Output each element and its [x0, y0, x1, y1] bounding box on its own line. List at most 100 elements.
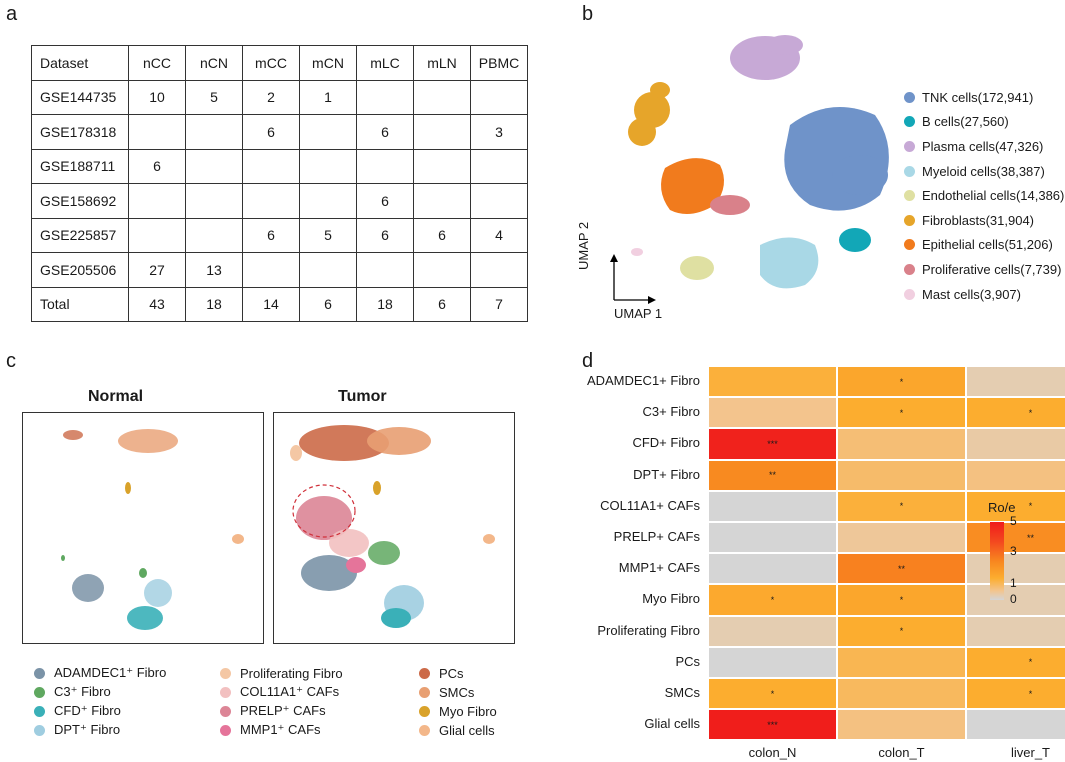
heatmap-cell [966, 709, 1065, 741]
legend-label: Mast cells(3,907) [922, 286, 1021, 302]
table-row: GSE158692 6 [31, 183, 528, 219]
legend-swatch [904, 190, 915, 202]
table-cell [413, 79, 471, 115]
subtype-legend-item: DPT⁺ Fibro [34, 721, 120, 739]
legend-label: Endothelial cells(14,386) [922, 188, 1065, 204]
tumor-highlight-ring [292, 484, 356, 538]
heatmap-cell [966, 366, 1065, 398]
table-cell [356, 79, 414, 115]
heatmap-cell: * [966, 678, 1065, 710]
heatmap-cell [708, 522, 837, 554]
heatmap-cell [708, 615, 837, 647]
table-cell [413, 252, 471, 288]
legend-item: Epithelial cells(51,206) [904, 233, 1064, 258]
subtype-legend-item: PCs [419, 664, 464, 682]
subtype-legend-swatch [419, 705, 430, 717]
legend-label: TNK cells(172,941) [922, 89, 1034, 105]
table-cell: 3 [470, 114, 528, 150]
table-row: GSE188711 6 [31, 148, 528, 184]
table-cell [185, 114, 243, 150]
table-cell: GSE205506 [31, 252, 129, 288]
table-cell [128, 217, 186, 253]
heatmap-cell: ** [966, 522, 1065, 554]
heatmap-significance: * [899, 626, 904, 637]
subtype-legend-swatch [220, 705, 231, 717]
table-cell: 6 [413, 286, 471, 322]
heatmap-cell: *** [708, 428, 837, 460]
heatmap-cell [837, 522, 966, 554]
heatmap-cell [966, 459, 1065, 491]
subtype-legend-label: Glial cells [439, 722, 495, 738]
subtype-legend-label: ADAMDEC1⁺ Fibro [54, 665, 167, 680]
heatmap-significance: ** [897, 563, 905, 574]
table-cell: Total [31, 286, 129, 322]
subtype-legend-swatch [419, 724, 430, 736]
tumor-umap-plot [290, 425, 495, 628]
subtype-legend-swatch [220, 686, 231, 698]
table-cell [470, 183, 528, 219]
legend-label: B cells(27,560) [922, 114, 1009, 130]
subtype-legend-label: COL11A1⁺ CAFs [240, 684, 340, 699]
table-header-cell: mCN [299, 45, 357, 81]
umap-y-label: UMAP 2 [576, 221, 591, 270]
subtype-legend-swatch [34, 667, 45, 679]
normal-umap-box [22, 412, 264, 644]
table-cell [356, 148, 414, 184]
heatmap-significance: * [1028, 657, 1033, 668]
dataset-table: Dataset nCC nCN mCC mCN mLC mLN PBMC GSE144735 10… [31, 45, 528, 322]
table-cell: GSE158692 [31, 183, 129, 219]
umap-cluster-b [839, 228, 871, 252]
table-cell: 18 [185, 286, 243, 322]
table-header-cell: mLN [413, 45, 471, 81]
heatmap-cell: * [708, 678, 837, 710]
legend-swatch [904, 288, 915, 300]
heatmap-cell [966, 553, 1065, 585]
subtype-legend-swatch [419, 667, 430, 679]
umap-cluster-endothelial [680, 256, 714, 280]
colorbar-tick-5: 5 [1010, 514, 1017, 528]
legend-item: Mast cells(3,907) [904, 282, 1064, 307]
heatmap-significance: * [1028, 501, 1033, 512]
colorbar-tick-0: 0 [1010, 592, 1017, 606]
table-header-cell: nCC [128, 45, 186, 81]
normal-title: Normal [88, 388, 144, 405]
table-cell: 5 [185, 79, 243, 115]
subtype-legend-label: PCs [439, 665, 464, 681]
table-cell: 4 [470, 217, 528, 253]
table-row: GSE205506 27 13 [31, 252, 528, 288]
table-header-cell: nCN [185, 45, 243, 81]
heatmap-cell [837, 678, 966, 710]
heatmap-significance: *** [767, 719, 778, 730]
heatmap-cell: ** [837, 553, 966, 585]
table-cell: 6 [242, 217, 300, 253]
subtype-legend: ADAMDEC1⁺ Fibro C3⁺ Fibro CFD⁺ Fibro DPT⁺ F… [34, 664, 534, 744]
table-cell [413, 114, 471, 150]
table-header-cell: Dataset [31, 45, 129, 81]
heatmap-row-label: ADAMDEC1+ Fibro [586, 373, 700, 388]
heatmap-cell: * [966, 490, 1065, 522]
table-row: GSE178318 6 6 3 [31, 114, 528, 150]
heatmap-significance: * [899, 407, 904, 418]
legend-swatch [904, 214, 915, 226]
heatmap-cell: * [708, 584, 837, 616]
table-header-cell: PBMC [470, 45, 528, 81]
table-cell: 27 [128, 252, 186, 288]
heatmap-row-label: DPT+ Fibro [633, 466, 700, 482]
heatmap-significance: * [770, 688, 775, 699]
table-cell: 7 [470, 286, 528, 322]
heatmap-col-label: colon_N [748, 745, 797, 760]
table-cell [356, 252, 414, 288]
heatmap-significance: * [899, 501, 904, 512]
table-cell [242, 252, 300, 288]
tumor-title: Tumor [338, 388, 387, 405]
subtype-legend-label: Myo Fibro [439, 703, 497, 719]
table-cell: 2 [242, 79, 300, 115]
table-cell: GSE225857 [31, 217, 129, 253]
colorbar-tick-3: 3 [1010, 544, 1017, 558]
subtype-legend-item: COL11A1⁺ CAFs [220, 683, 339, 701]
heatmap-col-label: liver_T [1010, 745, 1050, 760]
heatmap-cell [966, 428, 1065, 460]
panel-label-a: a [6, 3, 18, 25]
subtype-legend-label: CFD⁺ Fibro [54, 703, 121, 718]
heatmap-col-label: colon_T [878, 745, 925, 760]
